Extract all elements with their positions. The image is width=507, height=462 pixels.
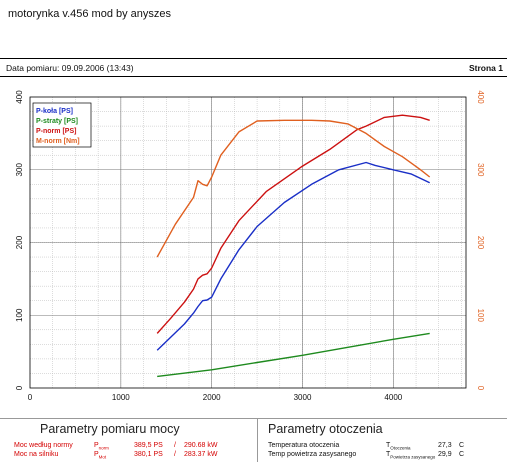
window-title: motorynka v.456 mod by anyszes <box>8 8 172 20</box>
param-value: 29,9 <box>438 451 452 458</box>
y-left-tick-label: 300 <box>15 163 24 177</box>
measurement-date: Data pomiaru: 09.09.2006 (13:43) <box>6 63 134 73</box>
y-left-tick-label: 0 <box>15 385 24 390</box>
y-left-tick-label: 400 <box>15 90 24 104</box>
y-left-tick-label: 200 <box>15 235 24 249</box>
params-power-title: Parametry pomiaru mocy <box>40 422 180 436</box>
page-number: Strona 1 <box>468 63 503 73</box>
param-row-norm-power: Moc według normy <box>14 442 73 449</box>
x-tick-label: 3000 <box>294 393 312 402</box>
chart-axes: 0 1000 2000 3000 400001002003004000100200300… <box>15 90 485 402</box>
params-ambient-title: Parametry otoczenia <box>268 422 383 436</box>
param-value-ps: 380,1 PS <box>134 451 163 458</box>
param-label: Moc na silniku <box>14 451 59 458</box>
param-symbol: PMot <box>94 451 107 460</box>
param-unit: C <box>459 442 465 449</box>
y-right-tick-label: 400 <box>476 90 485 104</box>
chart-legend: P-koła [PS] P-straty [PS] P-norm [PS] M-nor… <box>32 102 92 148</box>
param-row-engine-power: Moc na silniku <box>14 451 58 458</box>
chart-grid <box>30 97 466 388</box>
param-label: Temp powietrza zasysanego <box>268 451 357 458</box>
param-unit: C <box>459 451 465 458</box>
x-tick-label: 2000 <box>203 393 221 402</box>
parameters-panel: Parametry pomiaru mocy Parametry otoczen… <box>0 418 507 462</box>
params-column-divider <box>257 418 258 462</box>
meta-divider <box>0 76 507 77</box>
param-value-kw: 290.68 kW <box>184 442 218 449</box>
legend-entry-0: P-koła [PS] <box>36 108 73 115</box>
y-left-tick-label: 100 <box>15 308 24 322</box>
y-right-tick-label: 200 <box>476 236 485 250</box>
param-symbol: TPowietrza zasysanego <box>386 451 436 460</box>
legend-box <box>32 102 92 148</box>
x-tick-label: 0 <box>28 393 33 402</box>
series-line-0 <box>156 161 431 351</box>
legend-entry-3: M-norm [Nm] <box>36 138 80 145</box>
series-line-3 <box>156 119 431 258</box>
param-value-ps: 389,5 PS <box>134 442 163 449</box>
param-value: 27,3 <box>438 442 452 449</box>
y-right-tick-label: 300 <box>476 163 485 177</box>
series-line-2 <box>156 114 430 334</box>
power-chart: 0 1000 2000 3000 400001002003004000100200300… <box>15 90 485 402</box>
y-right-tick-label: 0 <box>476 386 485 391</box>
x-tick-label: 1000 <box>112 393 130 402</box>
y-right-tick-label: 100 <box>476 309 485 323</box>
param-symbol: TOtoczenia <box>386 442 411 451</box>
x-tick-label: 4000 <box>384 393 402 402</box>
params-top-divider <box>0 418 507 419</box>
param-label: Temperatura otoczenia <box>268 442 340 449</box>
header-divider <box>0 58 507 59</box>
param-separator: / <box>174 442 176 449</box>
chart-series <box>156 114 431 378</box>
legend-entry-2: P-norm [PS] <box>36 128 76 135</box>
plot-frame <box>29 96 467 389</box>
param-value-kw: 283.37 kW <box>184 451 218 458</box>
param-separator: / <box>174 451 176 458</box>
param-symbol: Pnorm <box>94 442 109 451</box>
legend-entry-1: P-straty [PS] <box>36 118 78 125</box>
param-label: Moc według normy <box>14 442 73 449</box>
series-line-1 <box>157 332 430 378</box>
